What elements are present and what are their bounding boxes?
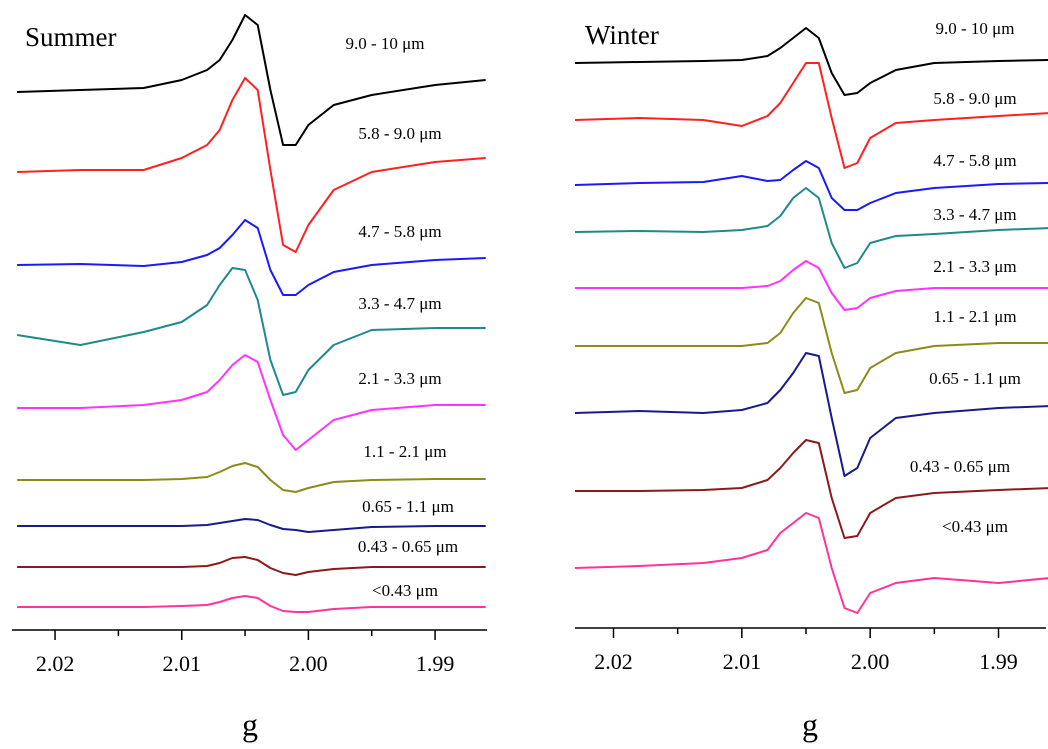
spectrum-line	[17, 77, 486, 253]
x-tick-label: 2.02	[36, 651, 75, 676]
series-label: 0.65 - 1.1 μm	[362, 497, 454, 516]
series-label: 0.65 - 1.1 μm	[929, 369, 1021, 388]
spectrum-line	[574, 62, 1048, 169]
spectrum-line	[574, 187, 1048, 269]
series-label: 9.0 - 10 μm	[346, 34, 425, 53]
series-label: 2.1 - 3.3 μm	[358, 369, 441, 388]
spectrum-line	[574, 160, 1048, 211]
spectrum-line	[574, 27, 1048, 96]
series-label: 3.3 - 4.7 μm	[933, 205, 1016, 224]
panel-title: Summer	[25, 22, 117, 52]
spectrum-line	[16, 267, 486, 396]
x-tick-label: 2.00	[289, 651, 328, 676]
spectrum-line	[574, 512, 1048, 614]
spectrum-line	[574, 352, 1048, 477]
x-tick-label: 2.02	[594, 649, 633, 674]
x-tick-label: 2.00	[851, 649, 890, 674]
spectrum-line	[17, 462, 486, 493]
spectrum-line	[575, 260, 1048, 311]
series-label: 4.7 - 5.8 μm	[358, 222, 441, 241]
series-label: 5.8 - 9.0 μm	[358, 124, 441, 143]
series-label: 0.43 - 0.65 μm	[358, 537, 458, 556]
series-label: 4.7 - 5.8 μm	[933, 151, 1016, 170]
series-label: 3.3 - 4.7 μm	[358, 294, 441, 313]
series-label: <0.43 μm	[942, 517, 1008, 536]
spectrum-line	[17, 219, 486, 296]
x-tick-label: 1.99	[416, 651, 455, 676]
spectrum-line	[575, 297, 1048, 394]
spectrum-line	[17, 14, 486, 146]
spectrum-line	[575, 439, 1048, 539]
series-label: 9.0 - 10 μm	[936, 19, 1015, 38]
series-label: 0.43 - 0.65 μm	[910, 457, 1010, 476]
series-label: 5.8 - 9.0 μm	[933, 89, 1016, 108]
x-tick-label: 1.99	[979, 649, 1018, 674]
spectrum-line	[17, 556, 486, 576]
spectrum-line	[17, 595, 486, 613]
series-label: <0.43 μm	[372, 581, 438, 600]
series-label: 1.1 - 2.1 μm	[933, 307, 1016, 326]
series-label: 2.1 - 3.3 μm	[933, 257, 1016, 276]
x-tick-label: 2.01	[162, 651, 201, 676]
x-tick-label: 2.01	[723, 649, 762, 674]
x-axis-label: g	[802, 706, 818, 742]
spectrum-line	[17, 354, 486, 451]
x-axis-label: g	[242, 706, 258, 742]
panel-title: Winter	[585, 20, 659, 50]
series-label: 1.1 - 2.1 μm	[363, 442, 446, 461]
spectrum-line	[17, 518, 486, 533]
